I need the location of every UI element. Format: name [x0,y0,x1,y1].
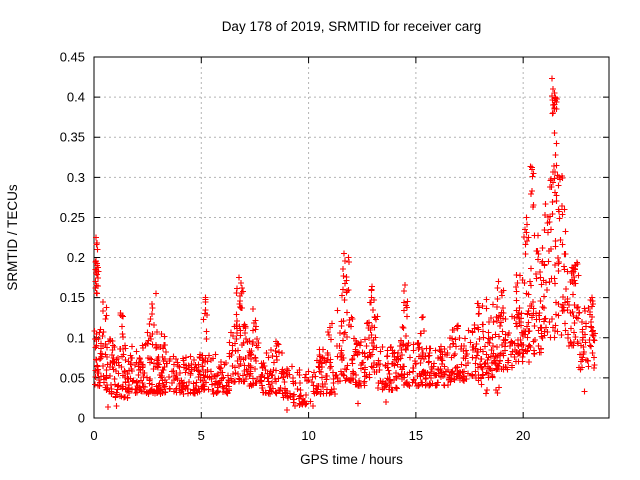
y-tick-label: 0.2 [67,250,85,265]
scatter-series-srmtid [91,75,598,413]
y-tick-label: 0.25 [60,210,85,225]
chart-title: Day 178 of 2019, SRMTID for receiver car… [222,19,482,34]
x-tick-label: 15 [409,428,423,443]
y-tick-label: 0 [78,411,85,426]
y-tick-label: 0.45 [60,50,85,65]
tick-marks-path [93,56,609,419]
y-tick-label: 0.1 [67,330,85,345]
grid-path [94,57,609,418]
x-tick-label: 5 [198,428,205,443]
scatter-points-path [91,75,598,413]
y-axis-label: SRMTID / TECUs [5,184,20,291]
y-tick-label: 0.05 [60,370,85,385]
y-tick-label: 0.4 [67,90,85,105]
y-tick-label: 0.15 [60,290,85,305]
x-tick-label: 0 [90,428,97,443]
x-tick-label: 20 [516,428,530,443]
grid-lines [94,57,609,418]
x-axis-label: GPS time / hours [300,452,403,467]
x-tick-label: 10 [301,428,315,443]
tick-labels: 0 5 10 15 20 0 0.05 0.1 0.15 0.2 0.25 0.3 0.35 0.4 0.4… [60,50,531,444]
y-tick-label: 0.35 [60,130,85,145]
axis-ticks [93,56,609,419]
y-tick-label: 0.3 [67,170,85,185]
